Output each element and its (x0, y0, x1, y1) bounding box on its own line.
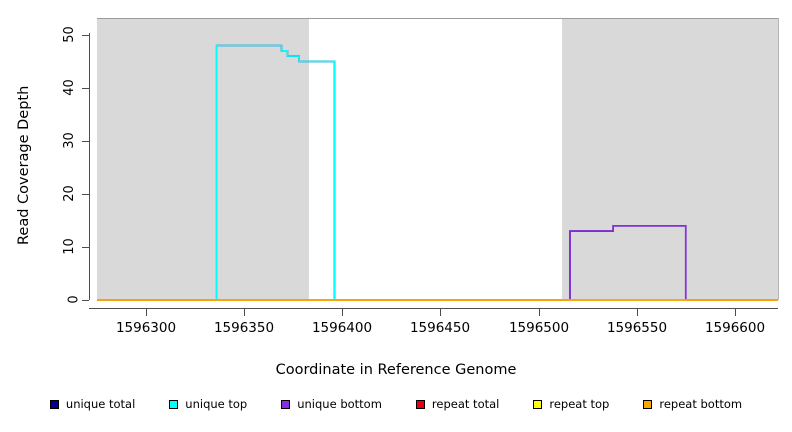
y-tick (82, 35, 89, 36)
shaded-region-left (97, 19, 309, 300)
x-tick-label: 1596400 (311, 320, 373, 336)
series-line (97, 44, 778, 301)
legend-swatch-icon (281, 399, 291, 409)
plot-area (97, 19, 778, 300)
x-tick-label: 1596500 (508, 320, 570, 336)
legend-swatch-icon (415, 399, 425, 409)
legend-label: unique top (185, 397, 248, 411)
y-tick-label: 40 (62, 79, 78, 96)
legend-label: unique total (65, 397, 136, 411)
y-tick (82, 141, 89, 142)
y-tick (82, 194, 89, 195)
y-tick-label: 0 (66, 295, 82, 304)
legend-item[interactable]: repeat bottom (643, 398, 742, 410)
x-tick-label: 1596600 (704, 320, 766, 336)
x-tick (539, 309, 540, 316)
legend-label: repeat bottom (659, 397, 743, 411)
x-tick (244, 309, 245, 316)
x-tick-label: 1596450 (409, 320, 471, 336)
chart-legend: unique total unique top unique bottom repea… (0, 398, 792, 410)
legend-label: repeat top (549, 397, 610, 411)
x-tick-label: 1596550 (606, 320, 668, 336)
series-line (97, 224, 778, 301)
y-tick-label: 20 (62, 185, 78, 202)
legend-label: repeat total (431, 397, 500, 411)
legend-item[interactable]: repeat top (533, 398, 609, 410)
x-tick-label: 1596350 (213, 320, 275, 336)
x-tick-label: 1596300 (115, 320, 177, 336)
y-axis-title: Read Coverage Depth (16, 85, 32, 245)
legend-swatch-icon (49, 399, 59, 409)
shaded-region-right (562, 19, 778, 300)
y-tick (82, 88, 89, 89)
y-tick (82, 300, 89, 301)
x-axis-line (89, 308, 778, 309)
x-tick (637, 309, 638, 316)
legend-item[interactable]: unique bottom (281, 398, 382, 410)
legend-item[interactable]: repeat total (415, 397, 500, 411)
legend-label: unique bottom (297, 397, 382, 411)
legend-swatch-icon (643, 399, 653, 409)
y-tick-label: 10 (62, 238, 78, 255)
x-axis-title: Coordinate in Reference Genome (275, 362, 517, 378)
legend-swatch-icon (533, 399, 543, 409)
plot-border-right (778, 18, 779, 300)
x-tick (440, 309, 441, 316)
y-tick-label: 30 (62, 132, 78, 149)
plot-border-top (97, 18, 778, 19)
x-tick (342, 309, 343, 316)
x-tick (146, 309, 147, 316)
legend-item[interactable]: unique top (169, 398, 247, 410)
legend-swatch-icon (169, 399, 179, 409)
y-tick-label: 50 (62, 26, 78, 43)
legend-item[interactable]: unique total (49, 397, 136, 411)
x-tick (735, 309, 736, 316)
y-axis-line (89, 33, 90, 300)
y-tick (82, 247, 89, 248)
series-line (97, 44, 778, 301)
